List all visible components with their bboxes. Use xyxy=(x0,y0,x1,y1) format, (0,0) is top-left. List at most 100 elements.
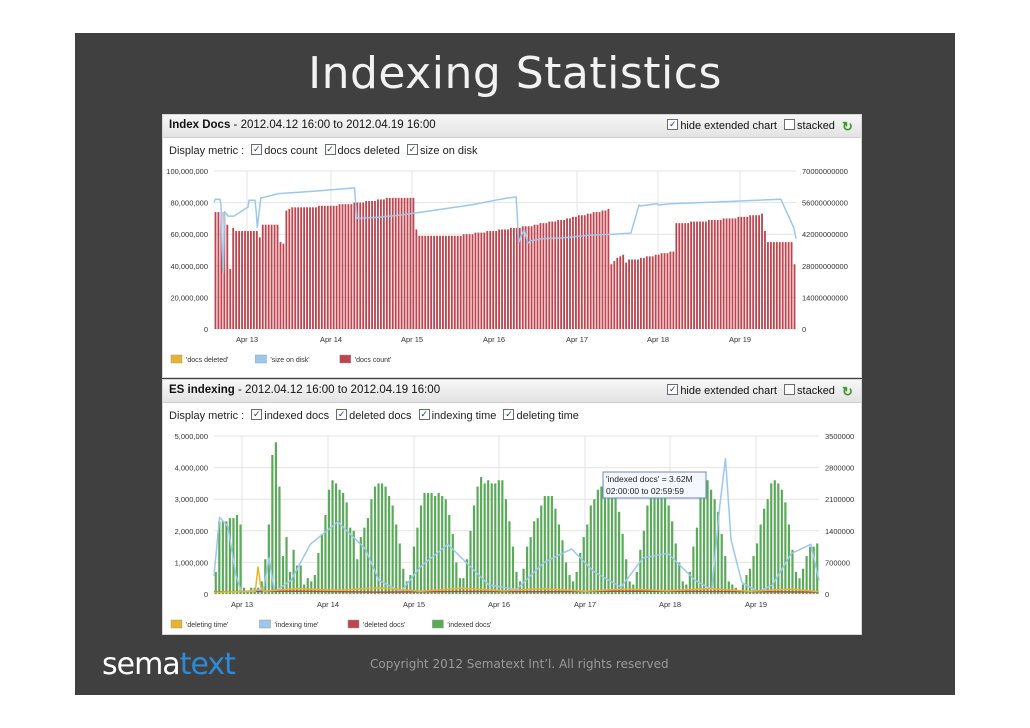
series-deleted-docs-line xyxy=(213,590,820,593)
metric-label-docs-count[interactable]: docs count xyxy=(264,145,318,157)
series-deleting-time-line xyxy=(213,566,820,593)
hide-extended-label[interactable]: hide extended chart xyxy=(680,120,777,132)
hide-extended-label[interactable]: hide extended chart xyxy=(680,385,777,397)
bar xyxy=(533,224,536,329)
bar xyxy=(462,234,465,329)
bar xyxy=(781,242,784,329)
bar xyxy=(787,524,791,594)
legend-swatch xyxy=(259,619,271,629)
stacked-checkbox[interactable] xyxy=(784,119,796,130)
bar xyxy=(214,571,217,594)
legend-label: 'deleting time' xyxy=(186,622,228,629)
bar xyxy=(522,568,525,594)
bar xyxy=(755,543,759,594)
legend-label: 'indexed docs' xyxy=(447,622,491,629)
metric-checkbox-indexed-docs[interactable] xyxy=(251,409,263,420)
bar xyxy=(574,216,577,329)
bar xyxy=(663,253,666,329)
metric-checkbox-docs-count[interactable] xyxy=(251,144,263,155)
bar xyxy=(397,197,400,329)
bar xyxy=(557,219,560,329)
metric-label-deleted-docs[interactable]: deleted docs xyxy=(349,410,412,422)
bar xyxy=(667,505,670,594)
metric-checkbox-deleting-time[interactable] xyxy=(503,409,515,420)
bar xyxy=(727,581,730,594)
bar xyxy=(716,219,719,329)
es-indexing-panel: ES indexing - 2012.04.12 16:00 to 2012.0… xyxy=(162,379,862,635)
bar xyxy=(699,221,701,329)
stacked-label[interactable]: stacked xyxy=(797,120,835,132)
bar xyxy=(610,486,614,594)
metric-label-docs-deleted[interactable]: docs deleted xyxy=(337,145,400,157)
bar xyxy=(402,568,405,594)
bar xyxy=(719,219,722,329)
bar xyxy=(593,499,596,594)
bar xyxy=(255,231,258,329)
bar xyxy=(380,199,382,329)
bar xyxy=(501,480,504,594)
legend-swatch xyxy=(170,354,183,364)
bar xyxy=(313,575,316,594)
bar xyxy=(217,212,220,329)
bar xyxy=(564,562,568,594)
y-right-tick-label: 0 xyxy=(802,325,806,334)
bar xyxy=(252,231,255,329)
bar xyxy=(713,219,716,329)
bar xyxy=(772,242,775,329)
bar xyxy=(603,477,607,594)
bar xyxy=(766,499,769,594)
metric-label-indexing-time[interactable]: indexing time xyxy=(431,410,497,422)
y-left-tick-label: 20,000,000 xyxy=(170,293,208,302)
bar xyxy=(489,231,492,329)
bar xyxy=(589,213,592,329)
stacked-checkbox[interactable] xyxy=(784,384,796,395)
index-docs-title-bold: Index Docs xyxy=(169,119,231,131)
bar xyxy=(447,235,450,329)
stacked-label[interactable]: stacked xyxy=(797,385,835,397)
bar xyxy=(480,477,483,594)
bar xyxy=(359,202,362,329)
bar xyxy=(518,227,521,329)
es-indexing-title-range: - 2012.04.12 16:00 to 2012.04.19 16:00 xyxy=(234,384,441,396)
y-left-tick-label: 5,000,000 xyxy=(175,432,208,441)
metric-label-size-on-disk[interactable]: size on disk xyxy=(419,145,478,157)
legend-label: 'deleted docs' xyxy=(363,622,405,629)
hide-extended-checkbox[interactable] xyxy=(667,119,679,130)
bar xyxy=(755,215,758,329)
bar xyxy=(258,237,261,329)
bar xyxy=(657,254,660,329)
refresh-icon[interactable]: ↻ xyxy=(842,384,853,399)
y-right-tick-label: 2100000 xyxy=(825,495,854,504)
metric-checkbox-indexing-time[interactable] xyxy=(418,409,430,420)
bar xyxy=(607,480,610,594)
bar xyxy=(787,242,790,329)
metric-checkbox-docs-deleted[interactable] xyxy=(324,144,336,155)
bar xyxy=(341,204,344,329)
bar xyxy=(437,492,440,594)
bar xyxy=(334,483,338,594)
bar xyxy=(639,549,642,594)
metric-checkbox-deleted-docs[interactable] xyxy=(336,409,348,420)
bar xyxy=(409,197,412,329)
bar xyxy=(394,197,397,329)
es-indexing-title-bold: ES indexing xyxy=(169,384,235,396)
bar xyxy=(784,502,787,594)
bar xyxy=(660,253,663,329)
bar xyxy=(540,505,543,594)
metric-label-indexed-docs[interactable]: indexed docs xyxy=(264,410,330,422)
bar xyxy=(743,216,746,329)
bar xyxy=(545,223,548,329)
bar xyxy=(281,556,285,594)
hide-extended-checkbox[interactable] xyxy=(667,384,679,395)
refresh-icon[interactable]: ↻ xyxy=(842,119,853,134)
bar xyxy=(239,524,242,594)
bar xyxy=(455,562,458,594)
bar xyxy=(625,262,628,329)
logo-part-1: sema xyxy=(102,647,181,682)
metric-checkbox-size-on-disk[interactable] xyxy=(406,144,418,155)
metric-label-deleting-time[interactable]: deleting time xyxy=(516,410,579,422)
bar xyxy=(542,223,545,329)
bar xyxy=(642,530,645,594)
bar xyxy=(688,571,691,594)
y-right-tick-label: 56000000000 xyxy=(802,199,848,208)
